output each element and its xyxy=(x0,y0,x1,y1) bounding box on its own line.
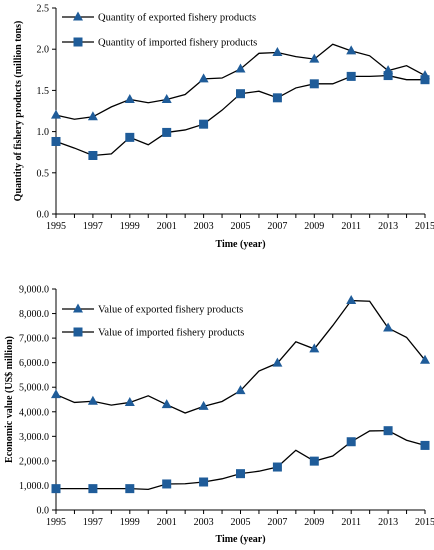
data-point-square xyxy=(236,469,245,479)
data-point-triangle xyxy=(235,63,246,73)
data-point-square xyxy=(346,71,356,81)
data-point-triangle xyxy=(87,395,98,405)
y-tick-label: 1.0 xyxy=(37,127,50,138)
data-point-square xyxy=(162,479,172,489)
data-point-triangle xyxy=(383,322,394,332)
y-tick-label: 4,000.0 xyxy=(19,407,49,418)
y-tick-label: 8,000.0 xyxy=(19,309,49,320)
x-tick-label: 2011 xyxy=(341,221,361,232)
data-point-triangle xyxy=(420,354,430,364)
data-point-triangle xyxy=(87,111,98,121)
data-point-square xyxy=(383,426,393,436)
data-point-triangle xyxy=(272,357,283,367)
y-tick-label: 9,000.0 xyxy=(19,285,49,296)
data-point-square xyxy=(309,456,319,466)
data-point-square xyxy=(51,484,61,494)
data-point-square xyxy=(199,119,209,129)
data-point-triangle xyxy=(124,93,135,103)
x-tick-label: 1999 xyxy=(120,517,140,528)
y-tick-label: 3,000.0 xyxy=(19,432,49,443)
legend-marker-square xyxy=(73,37,83,47)
x-tick-label: 2001 xyxy=(157,517,177,528)
data-point-triangle xyxy=(161,399,172,409)
data-point-square xyxy=(236,89,245,99)
x-tick-label: 1995 xyxy=(46,221,66,232)
legend-label: Value of exported fishery products xyxy=(98,305,243,316)
x-tick-label: 2015 xyxy=(415,221,434,232)
data-point-square xyxy=(383,71,393,81)
y-tick-label: 2.5 xyxy=(37,4,50,15)
legend-label: Quantity of imported fishery products xyxy=(98,38,257,49)
y-tick-label: 2,000.0 xyxy=(19,456,49,467)
data-point-square xyxy=(346,437,356,447)
data-point-square xyxy=(199,477,209,487)
data-point-triangle xyxy=(346,45,357,55)
data-point-square xyxy=(420,75,430,85)
data-point-triangle xyxy=(51,389,61,399)
data-point-triangle xyxy=(198,73,209,83)
data-point-triangle xyxy=(272,46,283,56)
legend-marker-triangle xyxy=(73,303,83,313)
data-point-square xyxy=(51,136,61,146)
series-line xyxy=(56,430,426,491)
x-tick-label: 2003 xyxy=(194,517,214,528)
data-point-square xyxy=(272,93,282,103)
legend-marker-square xyxy=(73,327,83,337)
y-tick-label: 5,000.0 xyxy=(19,383,49,394)
x-tick-label: 2003 xyxy=(194,221,214,232)
x-tick-label: 2015 xyxy=(415,517,434,528)
x-tick-label: 2013 xyxy=(378,221,398,232)
series-line xyxy=(55,299,426,414)
legend-label: Quantity of exported fishery products xyxy=(98,13,256,24)
x-tick-label: 1995 xyxy=(46,517,66,528)
x-tick-label: 2009 xyxy=(304,517,324,528)
data-point-square xyxy=(88,150,98,160)
legend-label: Value of imported fishery products xyxy=(98,328,244,339)
data-point-triangle xyxy=(51,109,61,119)
data-point-triangle xyxy=(161,93,172,103)
data-point-triangle xyxy=(198,400,209,410)
y-tick-label: 7,000.0 xyxy=(19,334,49,345)
series-line xyxy=(55,43,426,120)
x-tick-label: 2013 xyxy=(378,517,398,528)
x-tick-label: 1997 xyxy=(83,517,103,528)
x-tick-label: 1999 xyxy=(120,221,140,232)
y-tick-label: 2.0 xyxy=(37,45,50,56)
y-tick-label: 1,000.0 xyxy=(19,481,49,492)
y-tick-label: 0.0 xyxy=(37,210,50,221)
x-tick-label: 1997 xyxy=(83,221,103,232)
series-line xyxy=(55,74,425,157)
x-axis-title: Time (year) xyxy=(215,534,265,545)
data-point-square xyxy=(125,132,135,142)
data-point-square xyxy=(272,462,282,472)
x-tick-label: 2005 xyxy=(231,517,251,528)
y-tick-label: 0.0 xyxy=(37,506,50,517)
y-tick-label: 0.5 xyxy=(37,168,50,179)
data-point-square xyxy=(88,484,98,494)
data-point-triangle xyxy=(309,53,320,63)
data-point-square xyxy=(420,440,430,450)
data-point-triangle xyxy=(235,385,246,395)
x-axis-title: Time (year) xyxy=(215,239,265,250)
data-point-square xyxy=(309,79,319,89)
value-chart: 0.0 1,000.0 2,000.0 3,000.0 4,000.0 5,000.0 6,… xyxy=(4,285,434,546)
data-point-triangle xyxy=(346,295,357,305)
legend-marker-triangle xyxy=(73,11,83,21)
x-tick-label: 2005 xyxy=(231,221,251,232)
y-tick-label: 1.5 xyxy=(37,86,50,97)
y-tick-label: 6,000.0 xyxy=(19,358,49,369)
x-tick-label: 2001 xyxy=(157,221,177,232)
data-point-square xyxy=(125,484,135,494)
data-point-triangle xyxy=(124,396,135,406)
x-tick-label: 2009 xyxy=(304,221,324,232)
x-tick-label: 2007 xyxy=(267,517,287,528)
y-axis-title: Economic value (US$ million) xyxy=(4,336,15,463)
quantity-chart: 0.0 0.5 1.0 1.5 2.0 2.5 1995 1997 1999 2001 2003 20… xyxy=(13,4,434,251)
x-tick-label: 2011 xyxy=(341,517,361,528)
x-tick-label: 2007 xyxy=(267,221,287,232)
data-point-triangle xyxy=(309,343,320,353)
y-axis-title: Quantity of fishery products (million to… xyxy=(13,21,24,202)
data-point-square xyxy=(162,127,172,137)
